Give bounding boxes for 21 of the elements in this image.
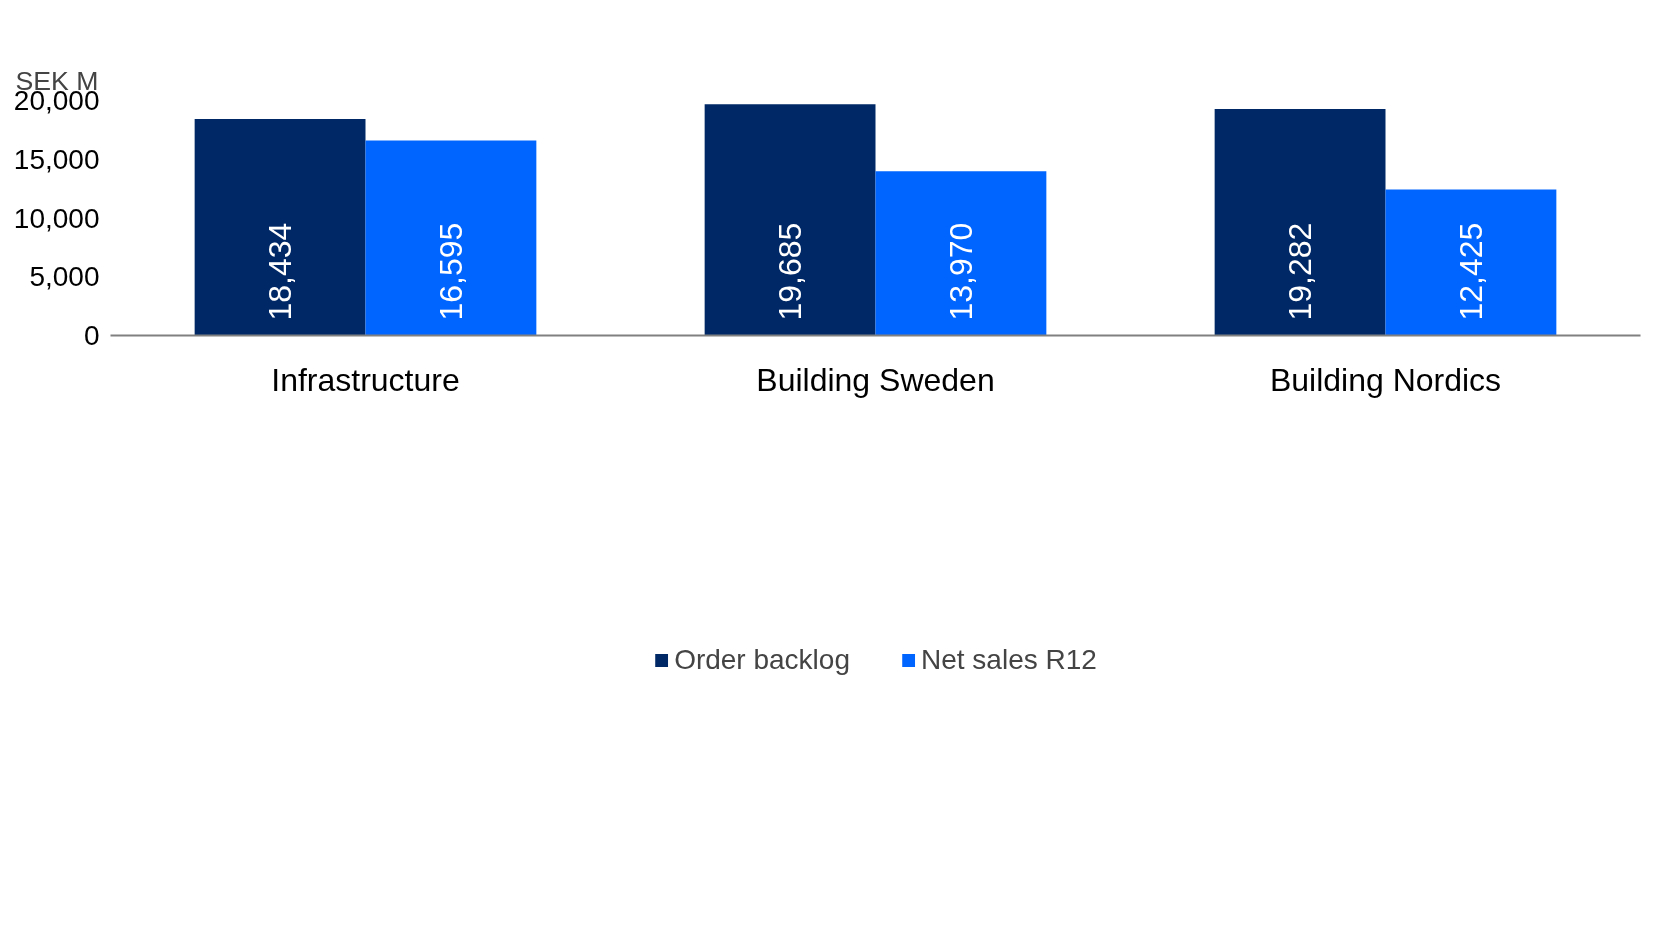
bar — [1385, 189, 1557, 336]
y-tick-label: 15,000 — [13, 143, 100, 175]
x-tick-label: Building Nordics — [1269, 361, 1502, 398]
bar — [1214, 108, 1386, 336]
bar — [875, 171, 1047, 336]
y-tick-label: 10,000 — [13, 202, 100, 234]
y-tick-label: 5,000 — [29, 261, 100, 293]
bar — [704, 104, 876, 336]
x-tick-label: Building Sweden — [756, 361, 995, 398]
data-label: 18,434 — [262, 222, 299, 321]
y-tick-label: 0 — [83, 320, 100, 351]
x-tick-label: Infrastructure — [271, 361, 460, 398]
legend-label: Order backlog — [674, 644, 850, 676]
data-label: 12,425 — [1452, 222, 1489, 321]
bar — [194, 118, 366, 336]
data-label: 13,970 — [942, 222, 979, 321]
data-label: 16,595 — [432, 222, 469, 321]
data-label: 19,282 — [1282, 222, 1319, 321]
bar — [365, 140, 537, 336]
data-label: 19,685 — [772, 222, 809, 321]
legend-label: Net sales R12 — [921, 644, 1097, 676]
